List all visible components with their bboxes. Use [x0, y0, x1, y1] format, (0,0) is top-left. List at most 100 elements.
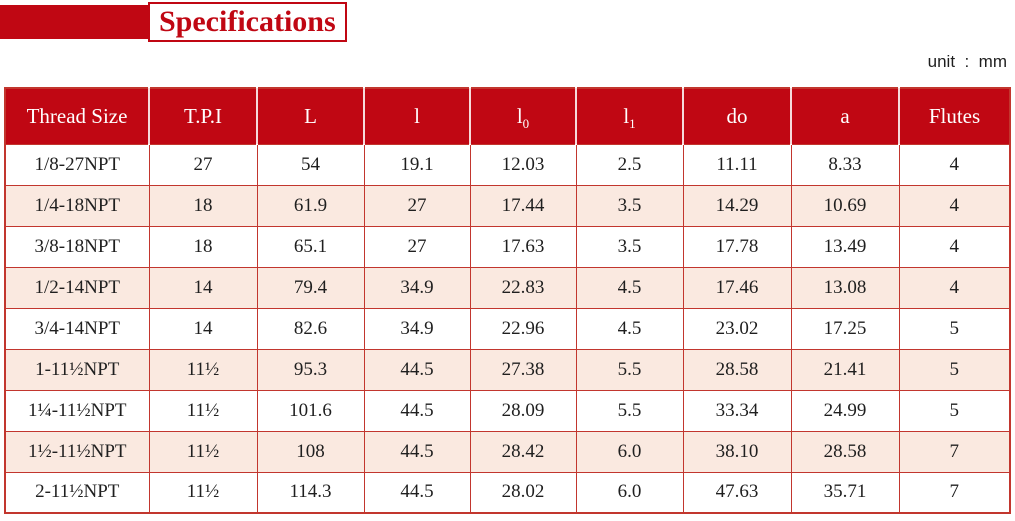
cell-2-11-npt-thread-size: 2-11½NPT — [4, 471, 150, 514]
cell-3-4-14npt-l1: 4.5 — [575, 307, 684, 350]
cell-1-4-18npt-a: 10.69 — [790, 184, 900, 227]
cell-1-8-27npt-l: 19.1 — [363, 143, 471, 186]
cell-1-11-npt-a: 24.99 — [790, 389, 900, 432]
table-row-1-11-npt: 1½-11½NPT 11½ 108 44.5 28.42 6.0 38.10 28.58 7 — [4, 430, 1011, 473]
cell-1-11-npt-l: 44.5 — [363, 430, 471, 473]
cell-1-4-18npt-flutes: 4 — [898, 184, 1011, 227]
cell-1-2-14npt-t-p-i: 14 — [148, 266, 258, 309]
cell-1-4-18npt-l: 61.9 — [256, 184, 365, 227]
table-row-1-11-npt: 1-11½NPT 11½ 95.3 44.5 27.38 5.5 28.58 21.41 5 — [4, 348, 1011, 391]
cell-3-8-18npt-l0: 17.63 — [469, 225, 577, 268]
cell-1-11-npt-thread-size: 1-11½NPT — [4, 348, 150, 391]
cell-3-8-18npt-t-p-i: 18 — [148, 225, 258, 268]
cell-1-11-npt-thread-size: 1½-11½NPT — [4, 430, 150, 473]
cell-1-11-npt-a: 28.58 — [790, 430, 900, 473]
column-header-l0: l0 — [470, 88, 577, 144]
cell-1-11-npt-l0: 28.42 — [469, 430, 577, 473]
cell-1-11-npt-l: 44.5 — [363, 348, 471, 391]
column-header-a: a — [791, 88, 900, 144]
unit-label: unit : mm — [927, 52, 1007, 71]
column-header-subscript: 0 — [522, 115, 530, 131]
cell-1-8-27npt-do: 11.11 — [682, 143, 792, 186]
cell-1-11-npt-l0: 28.09 — [469, 389, 577, 432]
cell-1-11-npt-thread-size: 1¼-11½NPT — [4, 389, 150, 432]
cell-1-8-27npt-flutes: 4 — [898, 143, 1011, 186]
cell-1-2-14npt-a: 13.08 — [790, 266, 900, 309]
cell-1-11-npt-do: 28.58 — [682, 348, 792, 391]
cell-1-4-18npt-thread-size: 1/4-18NPT — [4, 184, 150, 227]
cell-1-8-27npt-l1: 2.5 — [575, 143, 684, 186]
cell-1-4-18npt-l1: 3.5 — [575, 184, 684, 227]
cell-3-8-18npt-thread-size: 3/8-18NPT — [4, 225, 150, 268]
cell-1-11-npt-l: 108 — [256, 430, 365, 473]
cell-1-11-npt-t-p-i: 11½ — [148, 348, 258, 391]
column-header-subscript: 1 — [629, 115, 636, 131]
cell-3-4-14npt-l0: 22.96 — [469, 307, 577, 350]
cell-3-8-18npt-do: 17.78 — [682, 225, 792, 268]
cell-1-4-18npt-t-p-i: 18 — [148, 184, 258, 227]
cell-2-11-npt-l0: 28.02 — [469, 471, 577, 514]
cell-1-8-27npt-a: 8.33 — [790, 143, 900, 186]
cell-1-4-18npt-l0: 17.44 — [469, 184, 577, 227]
table-row-1-11-npt: 1¼-11½NPT 11½ 101.6 44.5 28.09 5.5 33.34 24.99 5 — [4, 389, 1011, 432]
cell-1-11-npt-l1: 5.5 — [575, 389, 684, 432]
column-header-thread-size: Thread Size — [5, 88, 150, 144]
cell-2-11-npt-flutes: 7 — [898, 471, 1011, 514]
cell-1-8-27npt-thread-size: 1/8-27NPT — [4, 143, 150, 186]
cell-1-11-npt-do: 38.10 — [682, 430, 792, 473]
cell-1-2-14npt-l0: 22.83 — [469, 266, 577, 309]
cell-3-8-18npt-l: 65.1 — [256, 225, 365, 268]
cell-3-8-18npt-l1: 3.5 — [575, 225, 684, 268]
cell-2-11-npt-a: 35.71 — [790, 471, 900, 514]
cell-2-11-npt-l: 44.5 — [363, 471, 471, 514]
cell-1-11-npt-l: 44.5 — [363, 389, 471, 432]
cell-1-2-14npt-do: 17.46 — [682, 266, 792, 309]
column-header-l: L — [257, 88, 365, 144]
cell-1-8-27npt-l0: 12.03 — [469, 143, 577, 186]
title-banner: Specifications — [0, 2, 347, 42]
cell-3-4-14npt-flutes: 5 — [898, 307, 1011, 350]
cell-1-8-27npt-l: 54 — [256, 143, 365, 186]
cell-1-11-npt-t-p-i: 11½ — [148, 430, 258, 473]
cell-1-11-npt-t-p-i: 11½ — [148, 389, 258, 432]
cell-3-8-18npt-l: 27 — [363, 225, 471, 268]
cell-3-4-14npt-t-p-i: 14 — [148, 307, 258, 350]
cell-1-11-npt-l1: 5.5 — [575, 348, 684, 391]
cell-1-4-18npt-do: 14.29 — [682, 184, 792, 227]
cell-1-2-14npt-l: 79.4 — [256, 266, 365, 309]
table-body: 1/8-27NPT 27 54 19.1 12.03 2.5 11.11 8.33 4 1/4-1… — [4, 143, 1011, 514]
cell-3-4-14npt-do: 23.02 — [682, 307, 792, 350]
cell-3-8-18npt-flutes: 4 — [898, 225, 1011, 268]
cell-1-2-14npt-thread-size: 1/2-14NPT — [4, 266, 150, 309]
cell-1-11-npt-flutes: 7 — [898, 430, 1011, 473]
page-title: Specifications — [148, 2, 347, 42]
cell-1-2-14npt-l: 34.9 — [363, 266, 471, 309]
cell-3-4-14npt-a: 17.25 — [790, 307, 900, 350]
cell-1-11-npt-l: 95.3 — [256, 348, 365, 391]
cell-1-11-npt-l1: 6.0 — [575, 430, 684, 473]
cell-3-4-14npt-thread-size: 3/4-14NPT — [4, 307, 150, 350]
table-row-1-4-18npt: 1/4-18NPT 18 61.9 27 17.44 3.5 14.29 10.69 4 — [4, 184, 1011, 227]
cell-2-11-npt-l: 114.3 — [256, 471, 365, 514]
cell-1-11-npt-flutes: 5 — [898, 389, 1011, 432]
cell-1-11-npt-do: 33.34 — [682, 389, 792, 432]
table-row-3-8-18npt: 3/8-18NPT 18 65.1 27 17.63 3.5 17.78 13.49 4 — [4, 225, 1011, 268]
table-row-1-2-14npt: 1/2-14NPT 14 79.4 34.9 22.83 4.5 17.46 13.08 4 — [4, 266, 1011, 309]
cell-2-11-npt-do: 47.63 — [682, 471, 792, 514]
cell-1-2-14npt-flutes: 4 — [898, 266, 1011, 309]
cell-1-11-npt-l: 101.6 — [256, 389, 365, 432]
cell-1-11-npt-l0: 27.38 — [469, 348, 577, 391]
table-row-1-8-27npt: 1/8-27NPT 27 54 19.1 12.03 2.5 11.11 8.33 4 — [4, 143, 1011, 186]
table-row-2-11-npt: 2-11½NPT 11½ 114.3 44.5 28.02 6.0 47.63 35.71 7 — [4, 471, 1011, 514]
cell-3-4-14npt-l: 82.6 — [256, 307, 365, 350]
cell-2-11-npt-t-p-i: 11½ — [148, 471, 258, 514]
cell-2-11-npt-l1: 6.0 — [575, 471, 684, 514]
cell-1-11-npt-a: 21.41 — [790, 348, 900, 391]
column-header-do: do — [683, 88, 792, 144]
column-header-t-p-i: T.P.I — [149, 88, 258, 144]
cell-1-8-27npt-t-p-i: 27 — [148, 143, 258, 186]
